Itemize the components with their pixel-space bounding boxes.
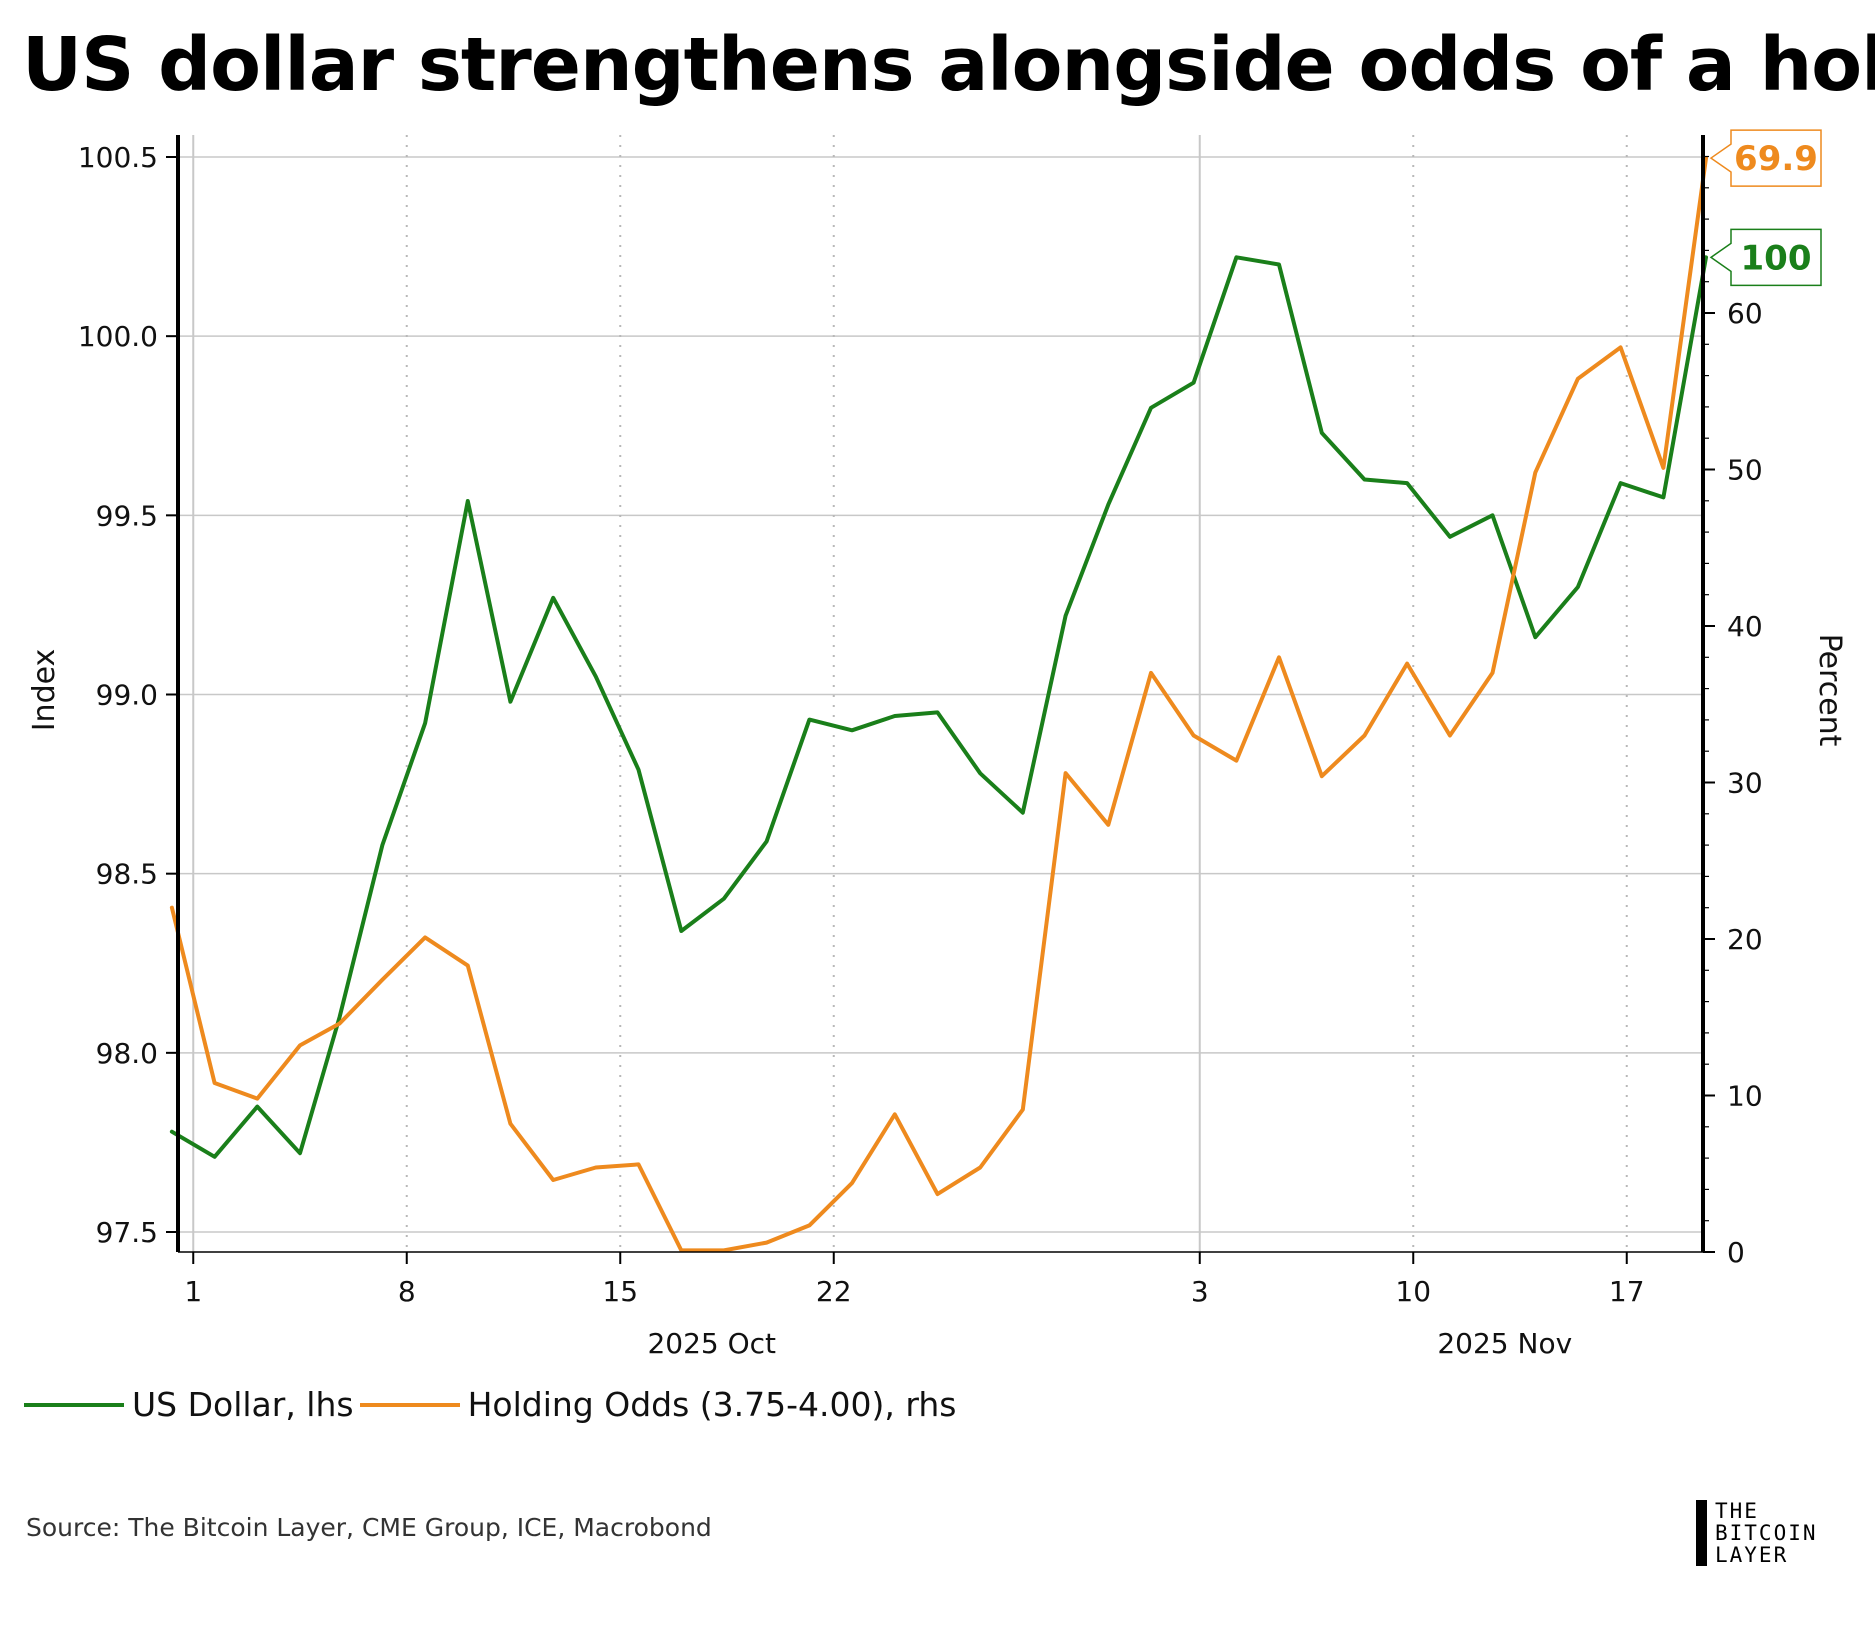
x-month-label: 2025 Oct [647, 1327, 776, 1360]
x-tick-label: 8 [398, 1275, 416, 1308]
x-tick-label: 22 [816, 1275, 852, 1308]
y-axis-left-label: Index [27, 649, 62, 732]
y-left-tick-label: 98.0 [96, 1037, 158, 1070]
x-tick-label: 15 [602, 1275, 638, 1308]
x-tick-label: 17 [1609, 1275, 1645, 1308]
y-right-tick-label: 50 [1727, 454, 1763, 487]
legend-swatch-usd [24, 1402, 124, 1407]
end-label-odds: 69.9 [1709, 129, 1822, 187]
logo-line-2: BITCOIN [1715, 1521, 1818, 1545]
source-note: Source: The Bitcoin Layer, CME Group, IC… [26, 1513, 712, 1542]
logo-line-3: LAYER [1715, 1543, 1789, 1567]
end-label-usd: 100 [1709, 228, 1822, 287]
legend-swatch-odds [359, 1402, 460, 1407]
logo-line-1: THE [1715, 1499, 1759, 1523]
grid [178, 135, 1703, 1252]
x-tick-label: 1 [184, 1275, 202, 1308]
y-right-tick-label: 30 [1727, 767, 1763, 800]
end-label-value: 100 [1741, 238, 1812, 278]
end-label-value: 69.9 [1734, 139, 1818, 179]
x-month-label: 2025 Nov [1437, 1327, 1572, 1360]
y-left-tick-label: 98.5 [96, 858, 158, 891]
tick-labels: 97.5 98.0 98.5 99.0 99.5 100.0 100.5 0 10 20 30 40 5… [78, 141, 1763, 1360]
x-tick-label: 10 [1395, 1275, 1431, 1308]
series-lines [169, 156, 1708, 1253]
y-left-tick-label: 100.5 [78, 141, 158, 174]
y-right-tick-label: 40 [1727, 610, 1763, 643]
y-left-tick-label: 99.5 [96, 499, 158, 532]
y-right-tick-label: 20 [1727, 923, 1763, 956]
series-line-usd [169, 255, 1708, 1159]
end-label-box [1709, 228, 1822, 287]
y-right-tick-label: 0 [1727, 1236, 1745, 1269]
y-axis-right-label: Percent [1812, 634, 1847, 747]
end-labels: 69.9 100 [1709, 129, 1822, 287]
legend: US Dollar, lhs Holding Odds (3.75-4.00),… [24, 1385, 962, 1424]
y-right-tick-label: 10 [1727, 1080, 1763, 1113]
legend-label-usd: US Dollar, lhs [132, 1385, 354, 1424]
chart-title: US dollar strengthens alongside odds of … [22, 22, 1875, 108]
series-line-odds [169, 156, 1708, 1253]
end-label-box [1709, 129, 1822, 187]
x-tick-label: 3 [1191, 1275, 1209, 1308]
y-right-tick-label: 60 [1727, 297, 1763, 330]
legend-item-usd: US Dollar, lhs [24, 1385, 354, 1424]
axes [166, 135, 1715, 1264]
legend-item-odds: Holding Odds (3.75-4.00), rhs [359, 1385, 957, 1424]
y-left-tick-label: 99.0 [96, 679, 158, 712]
legend-label-odds: Holding Odds (3.75-4.00), rhs [467, 1385, 957, 1424]
logo-bar [1696, 1500, 1707, 1566]
y-left-tick-label: 97.5 [96, 1216, 158, 1249]
brand-logo: THE BITCOIN LAYER [1696, 1500, 1856, 1566]
y-left-tick-label: 100.0 [78, 320, 158, 353]
